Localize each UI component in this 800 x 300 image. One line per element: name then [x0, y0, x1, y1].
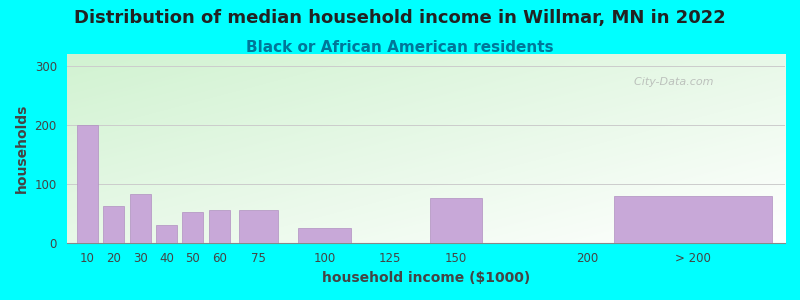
Bar — [239, 210, 278, 243]
Bar — [103, 206, 125, 243]
Bar — [298, 228, 350, 243]
Text: City-Data.com: City-Data.com — [627, 76, 714, 87]
Bar — [430, 199, 482, 243]
Bar — [77, 125, 98, 243]
X-axis label: household income ($1000): household income ($1000) — [322, 271, 530, 285]
Text: Distribution of median household income in Willmar, MN in 2022: Distribution of median household income … — [74, 9, 726, 27]
Text: Black or African American residents: Black or African American residents — [246, 40, 554, 56]
Y-axis label: households: households — [15, 104, 29, 193]
Bar — [130, 194, 150, 243]
Bar — [209, 210, 230, 243]
Bar — [182, 212, 203, 243]
Bar — [156, 225, 177, 243]
Bar — [614, 196, 772, 243]
